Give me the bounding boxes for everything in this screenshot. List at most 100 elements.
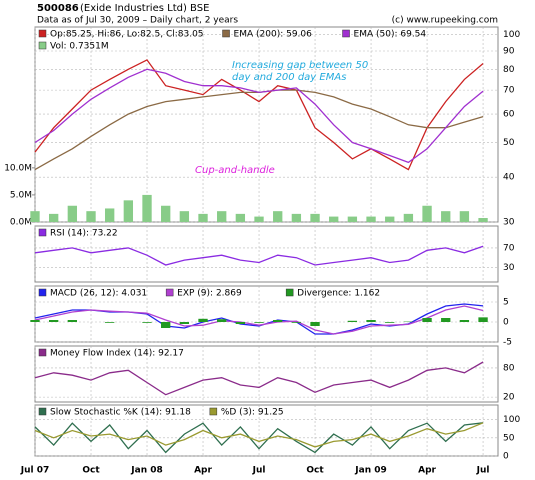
bar	[217, 319, 227, 322]
bar	[217, 211, 227, 222]
bar	[254, 322, 264, 323]
y-tick-label: 30	[503, 218, 515, 228]
bar	[310, 213, 320, 222]
legend-swatch	[222, 29, 230, 38]
y-tick-label: 80	[503, 363, 515, 373]
panel	[34, 26, 499, 223]
y-tick-label: 100	[503, 415, 520, 425]
bar	[142, 322, 152, 323]
legend-item: Money Flow Index (14): 92.17	[38, 348, 184, 359]
y-tick-label: 40	[503, 173, 515, 183]
legend-label: %D (3): 91.25	[221, 408, 284, 418]
bar	[179, 322, 190, 324]
bar	[198, 213, 208, 222]
bar	[422, 205, 432, 222]
bar	[329, 216, 339, 222]
y2-tick-label: 0.0M	[10, 218, 32, 228]
y-tick-label: 70	[503, 243, 515, 253]
bar	[179, 211, 190, 222]
legend-swatch	[38, 29, 47, 38]
legend-label: EMA (50): 69.54	[354, 30, 427, 40]
bar	[347, 216, 358, 222]
x-tick-label: Apr	[194, 466, 212, 476]
legend-item: EMA (50): 69.54	[342, 29, 427, 40]
legend-label: Divergence: 1.162	[297, 289, 380, 299]
annotation: Increasing gap between 50	[232, 60, 368, 71]
bar	[403, 213, 414, 222]
bar	[254, 216, 264, 222]
bar	[105, 208, 115, 222]
caption: Data as of Jul 30, 2009 – Daily chart, 2…	[37, 16, 238, 26]
series-line	[34, 361, 484, 396]
series-line	[34, 422, 484, 454]
bar	[459, 320, 470, 322]
legend-label: Vol: 0.7351M	[50, 42, 109, 52]
legend-swatch	[165, 288, 174, 297]
legend-label: RSI (14): 73.22	[50, 229, 118, 239]
y-tick-label: 100	[503, 30, 520, 40]
bar	[291, 213, 302, 222]
bar	[441, 211, 451, 222]
legend-label: Slow Stochastic %K (14): 91.18	[50, 408, 191, 418]
bar	[49, 320, 59, 322]
y-tick-label: 80	[503, 65, 515, 75]
bar	[30, 320, 40, 322]
bar	[422, 318, 432, 322]
y-tick-label: 90	[503, 46, 515, 56]
bar	[291, 322, 302, 323]
x-tick-label: Jul	[252, 466, 266, 476]
annotation: day and 200 day EMAs	[232, 72, 346, 83]
y-tick-label: 20	[503, 393, 515, 403]
bar	[385, 322, 395, 323]
legend-swatch	[342, 29, 350, 38]
legend-swatch	[38, 407, 47, 416]
legend-item: EMA (200): 59.06	[222, 29, 313, 40]
bar	[86, 211, 96, 222]
legend-swatch	[38, 288, 47, 297]
legend-label: EXP (9): 2.869	[177, 289, 242, 299]
bar	[161, 205, 171, 222]
bar	[310, 322, 320, 326]
bar	[123, 200, 134, 222]
panel	[34, 285, 499, 343]
legend-swatch	[209, 407, 218, 416]
chart-subtitle: (Exide Industries Ltd) BSE	[80, 3, 209, 14]
bar	[142, 194, 152, 222]
bar	[273, 320, 283, 322]
bar	[459, 211, 470, 222]
legend-item: %D (3): 91.25	[209, 407, 284, 418]
y-tick-label: 50	[503, 138, 515, 148]
y-tick-label: 50	[503, 433, 515, 443]
legend-label: Op:85.25, Hi:86, Lo:82.5, Cl:83.05	[50, 30, 204, 40]
legend-label: EMA (200): 59.06	[234, 30, 313, 40]
legend-item: MACD (26, 12): 4.031	[38, 288, 147, 299]
series-line	[34, 59, 484, 171]
y-tick-label: 70	[503, 86, 515, 96]
series-line	[34, 245, 484, 266]
bar	[105, 322, 115, 323]
legend-item: Vol: 0.7351M	[38, 41, 109, 52]
y-tick-label: 0	[503, 318, 509, 328]
annotation: Cup-and-handle	[195, 165, 275, 176]
chart-title: 500086	[37, 3, 79, 14]
legend-item: Op:85.25, Hi:86, Lo:82.5, Cl:83.05	[38, 29, 204, 40]
bar	[366, 320, 376, 322]
bar	[347, 320, 358, 322]
x-tick-label: Jan 09	[354, 466, 387, 476]
bar	[30, 211, 40, 222]
legend-swatch	[38, 41, 47, 50]
y2-tick-label: 10.0M	[4, 163, 32, 173]
series-line	[34, 422, 484, 448]
legend-swatch	[38, 228, 47, 237]
bar	[273, 211, 283, 222]
source: (c) www.rupeeking.com	[392, 16, 498, 26]
x-tick-label: Jan 08	[130, 466, 163, 476]
legend-swatch	[38, 348, 47, 357]
legend-swatch	[285, 288, 294, 297]
bar	[198, 318, 208, 322]
y-tick-label: 0	[503, 452, 509, 462]
legend-item: RSI (14): 73.22	[38, 228, 118, 239]
bar	[67, 205, 78, 222]
x-tick-label: Jul 07	[20, 466, 50, 476]
